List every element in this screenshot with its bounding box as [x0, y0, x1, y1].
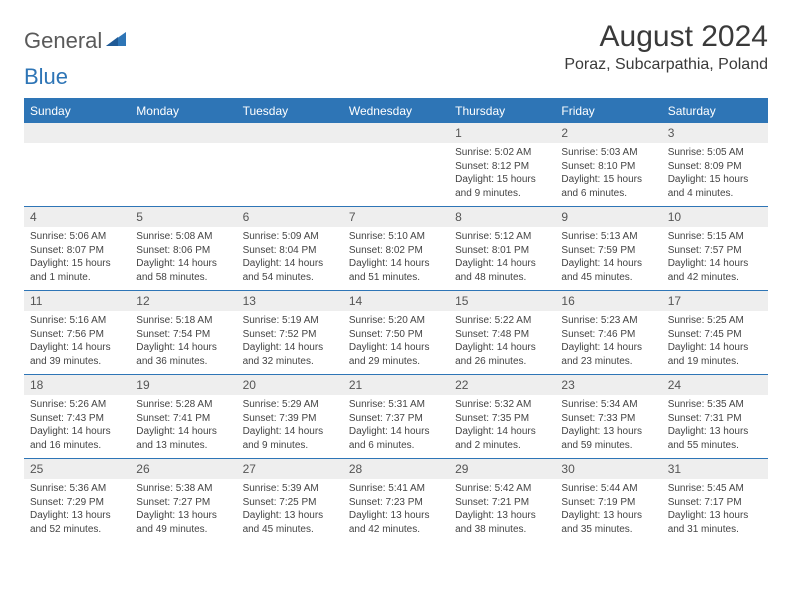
- day-number-cell: 20: [237, 375, 343, 396]
- day-details-cell: [237, 143, 343, 207]
- details-row: Sunrise: 5:16 AMSunset: 7:56 PMDaylight:…: [24, 311, 768, 375]
- daynum-row: 18192021222324: [24, 375, 768, 396]
- day-number-cell: 16: [555, 291, 661, 312]
- calendar-table: Sunday Monday Tuesday Wednesday Thursday…: [24, 98, 768, 542]
- day-number-cell: 2: [555, 123, 661, 144]
- day-number-cell: [24, 123, 130, 144]
- day-header-row: Sunday Monday Tuesday Wednesday Thursday…: [24, 99, 768, 123]
- day-number-cell: 10: [662, 207, 768, 228]
- daynum-row: 123: [24, 123, 768, 144]
- day-details-cell: Sunrise: 5:35 AMSunset: 7:31 PMDaylight:…: [662, 395, 768, 459]
- day-number-cell: 5: [130, 207, 236, 228]
- daynum-row: 11121314151617: [24, 291, 768, 312]
- day-number-cell: 22: [449, 375, 555, 396]
- day-number-cell: 11: [24, 291, 130, 312]
- day-number-cell: 31: [662, 459, 768, 480]
- day-details-cell: Sunrise: 5:42 AMSunset: 7:21 PMDaylight:…: [449, 479, 555, 542]
- day-number-cell: 17: [662, 291, 768, 312]
- day-number-cell: [237, 123, 343, 144]
- day-number-cell: 15: [449, 291, 555, 312]
- day-details-cell: [343, 143, 449, 207]
- day-number-cell: 9: [555, 207, 661, 228]
- details-row: Sunrise: 5:26 AMSunset: 7:43 PMDaylight:…: [24, 395, 768, 459]
- day-details-cell: Sunrise: 5:13 AMSunset: 7:59 PMDaylight:…: [555, 227, 661, 291]
- day-number-cell: 24: [662, 375, 768, 396]
- day-number-cell: 27: [237, 459, 343, 480]
- day-details-cell: Sunrise: 5:09 AMSunset: 8:04 PMDaylight:…: [237, 227, 343, 291]
- day-details-cell: Sunrise: 5:38 AMSunset: 7:27 PMDaylight:…: [130, 479, 236, 542]
- day-details-cell: Sunrise: 5:44 AMSunset: 7:19 PMDaylight:…: [555, 479, 661, 542]
- location-text: Poraz, Subcarpathia, Poland: [564, 56, 768, 74]
- day-number-cell: [343, 123, 449, 144]
- details-row: Sunrise: 5:36 AMSunset: 7:29 PMDaylight:…: [24, 479, 768, 542]
- details-row: Sunrise: 5:02 AMSunset: 8:12 PMDaylight:…: [24, 143, 768, 207]
- day-details-cell: Sunrise: 5:45 AMSunset: 7:17 PMDaylight:…: [662, 479, 768, 542]
- day-number-cell: 3: [662, 123, 768, 144]
- day-details-cell: Sunrise: 5:31 AMSunset: 7:37 PMDaylight:…: [343, 395, 449, 459]
- dayhead-sun: Sunday: [24, 99, 130, 123]
- day-details-cell: Sunrise: 5:39 AMSunset: 7:25 PMDaylight:…: [237, 479, 343, 542]
- day-details-cell: Sunrise: 5:10 AMSunset: 8:02 PMDaylight:…: [343, 227, 449, 291]
- day-details-cell: Sunrise: 5:25 AMSunset: 7:45 PMDaylight:…: [662, 311, 768, 375]
- dayhead-mon: Monday: [130, 99, 236, 123]
- logo-triangle-icon: [106, 30, 126, 53]
- day-details-cell: Sunrise: 5:18 AMSunset: 7:54 PMDaylight:…: [130, 311, 236, 375]
- dayhead-sat: Saturday: [662, 99, 768, 123]
- day-details-cell: Sunrise: 5:15 AMSunset: 7:57 PMDaylight:…: [662, 227, 768, 291]
- day-number-cell: 21: [343, 375, 449, 396]
- day-details-cell: Sunrise: 5:06 AMSunset: 8:07 PMDaylight:…: [24, 227, 130, 291]
- day-details-cell: Sunrise: 5:20 AMSunset: 7:50 PMDaylight:…: [343, 311, 449, 375]
- day-details-cell: Sunrise: 5:02 AMSunset: 8:12 PMDaylight:…: [449, 143, 555, 207]
- logo-text-general: General: [24, 28, 102, 54]
- dayhead-wed: Wednesday: [343, 99, 449, 123]
- day-number-cell: [130, 123, 236, 144]
- calendar-page: General August 2024 Poraz, Subcarpathia,…: [0, 0, 792, 542]
- day-number-cell: 19: [130, 375, 236, 396]
- day-details-cell: Sunrise: 5:16 AMSunset: 7:56 PMDaylight:…: [24, 311, 130, 375]
- day-details-cell: Sunrise: 5:19 AMSunset: 7:52 PMDaylight:…: [237, 311, 343, 375]
- day-details-cell: Sunrise: 5:05 AMSunset: 8:09 PMDaylight:…: [662, 143, 768, 207]
- day-details-cell: Sunrise: 5:08 AMSunset: 8:06 PMDaylight:…: [130, 227, 236, 291]
- dayhead-tue: Tuesday: [237, 99, 343, 123]
- day-number-cell: 28: [343, 459, 449, 480]
- day-number-cell: 30: [555, 459, 661, 480]
- day-number-cell: 14: [343, 291, 449, 312]
- day-details-cell: Sunrise: 5:32 AMSunset: 7:35 PMDaylight:…: [449, 395, 555, 459]
- day-details-cell: Sunrise: 5:29 AMSunset: 7:39 PMDaylight:…: [237, 395, 343, 459]
- day-number-cell: 13: [237, 291, 343, 312]
- dayhead-fri: Friday: [555, 99, 661, 123]
- day-details-cell: Sunrise: 5:28 AMSunset: 7:41 PMDaylight:…: [130, 395, 236, 459]
- dayhead-thu: Thursday: [449, 99, 555, 123]
- day-details-cell: Sunrise: 5:41 AMSunset: 7:23 PMDaylight:…: [343, 479, 449, 542]
- daynum-row: 25262728293031: [24, 459, 768, 480]
- day-number-cell: 7: [343, 207, 449, 228]
- day-details-cell: Sunrise: 5:03 AMSunset: 8:10 PMDaylight:…: [555, 143, 661, 207]
- logo-text-blue: Blue: [24, 64, 68, 90]
- month-title: August 2024: [564, 20, 768, 54]
- day-details-cell: Sunrise: 5:23 AMSunset: 7:46 PMDaylight:…: [555, 311, 661, 375]
- day-details-cell: [130, 143, 236, 207]
- day-details-cell: Sunrise: 5:22 AMSunset: 7:48 PMDaylight:…: [449, 311, 555, 375]
- day-number-cell: 1: [449, 123, 555, 144]
- logo: General: [24, 28, 128, 54]
- day-number-cell: 6: [237, 207, 343, 228]
- title-block: August 2024 Poraz, Subcarpathia, Poland: [564, 20, 768, 74]
- day-number-cell: 29: [449, 459, 555, 480]
- day-details-cell: Sunrise: 5:36 AMSunset: 7:29 PMDaylight:…: [24, 479, 130, 542]
- day-number-cell: 12: [130, 291, 236, 312]
- day-number-cell: 25: [24, 459, 130, 480]
- calendar-body: 123Sunrise: 5:02 AMSunset: 8:12 PMDaylig…: [24, 123, 768, 543]
- day-details-cell: Sunrise: 5:12 AMSunset: 8:01 PMDaylight:…: [449, 227, 555, 291]
- day-number-cell: 26: [130, 459, 236, 480]
- day-details-cell: [24, 143, 130, 207]
- day-number-cell: 23: [555, 375, 661, 396]
- day-number-cell: 8: [449, 207, 555, 228]
- day-number-cell: 18: [24, 375, 130, 396]
- details-row: Sunrise: 5:06 AMSunset: 8:07 PMDaylight:…: [24, 227, 768, 291]
- day-number-cell: 4: [24, 207, 130, 228]
- day-details-cell: Sunrise: 5:26 AMSunset: 7:43 PMDaylight:…: [24, 395, 130, 459]
- day-details-cell: Sunrise: 5:34 AMSunset: 7:33 PMDaylight:…: [555, 395, 661, 459]
- daynum-row: 45678910: [24, 207, 768, 228]
